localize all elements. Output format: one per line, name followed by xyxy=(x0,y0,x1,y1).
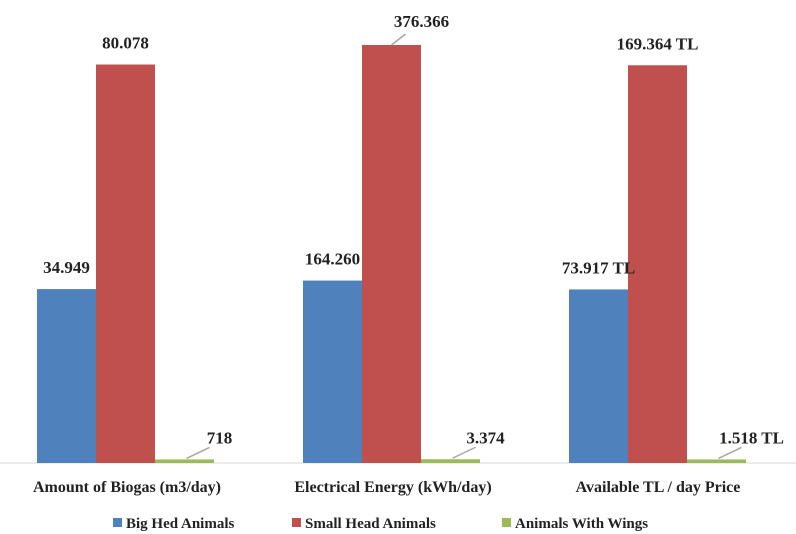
bar-2-2 xyxy=(362,45,421,463)
bars-layer xyxy=(37,45,746,464)
bar-2-3 xyxy=(628,65,687,464)
legend-label-3: Animals With Wings xyxy=(515,516,648,532)
legend: Big Hed Animals Small Head Animals Animals… xyxy=(113,516,648,532)
bar-1-3 xyxy=(569,289,628,463)
legend-label-2: Small Head Animals xyxy=(305,516,436,532)
value-label-3-1: 718 xyxy=(207,428,233,447)
value-label-1-2: 164.260 xyxy=(305,250,360,269)
leader-line-1 xyxy=(186,446,210,460)
legend-swatch-1 xyxy=(113,518,122,527)
bar-1-1 xyxy=(37,289,96,463)
value-label-3-2: 3.374 xyxy=(466,428,505,447)
category-label-2: Electrical Energy (kWh/day) xyxy=(294,479,491,496)
value-label-1-1: 34.949 xyxy=(43,258,90,277)
leader-lines-layer xyxy=(186,33,742,460)
legend-swatch-2 xyxy=(292,518,301,527)
leader-line-top xyxy=(391,33,406,46)
bar-3-3 xyxy=(687,459,746,463)
category-labels-layer: Amount of Biogas (m3/day) Electrical Ener… xyxy=(33,479,740,496)
legend-swatch-3 xyxy=(502,518,511,527)
category-label-3: Available TL / day Price xyxy=(576,479,741,496)
value-label-2-1: 80.078 xyxy=(102,34,149,53)
value-label-3-3: 1.518 TL xyxy=(719,428,784,447)
value-labels-layer: 34.949 80.078 718 164.260 376.366 3.374 73.917… xyxy=(43,12,784,447)
value-label-1-3: 73.917 TL xyxy=(562,258,635,277)
bar-1-2 xyxy=(303,280,362,463)
bar-3-1 xyxy=(155,459,214,463)
category-label-1: Amount of Biogas (m3/day) xyxy=(33,479,221,496)
leader-line-3 xyxy=(718,446,742,460)
bar-2-1 xyxy=(96,64,155,464)
bar-3-2 xyxy=(421,459,480,463)
leader-line-2 xyxy=(452,446,476,459)
value-label-2-2: 376.366 xyxy=(394,12,449,31)
value-label-2-3: 169.364 TL xyxy=(617,34,699,53)
legend-label-1: Big Hed Animals xyxy=(126,516,235,532)
